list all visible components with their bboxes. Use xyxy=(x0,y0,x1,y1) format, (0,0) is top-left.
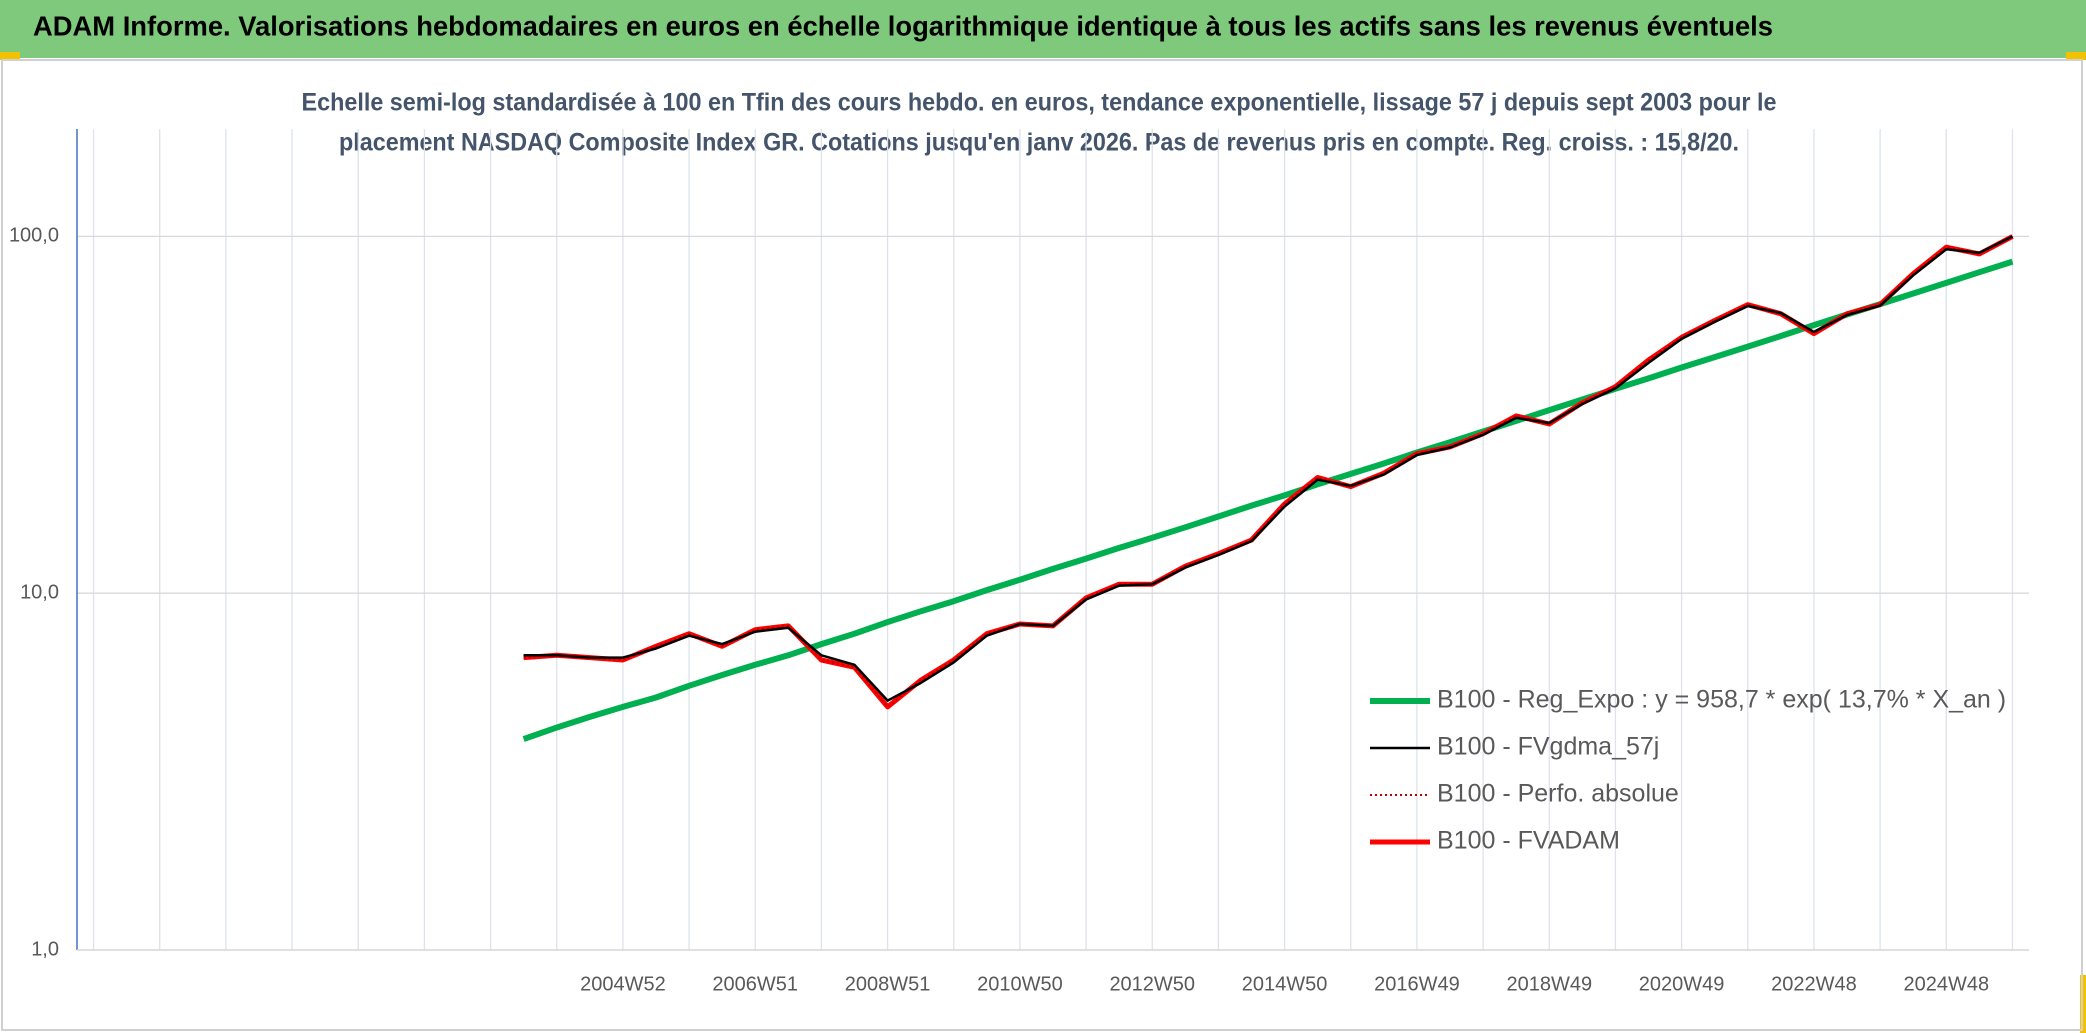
corner-mark xyxy=(0,52,20,60)
x-tick-label: 2016W49 xyxy=(1374,973,1460,995)
x-tick-label: 2018W49 xyxy=(1506,973,1592,995)
legend-label: B100 - Reg_Expo : y = 958,7 * exp( 13,7%… xyxy=(1437,686,2006,714)
series-line xyxy=(523,235,2014,702)
chart-border xyxy=(1,59,2083,1031)
x-tick-label: 2004W52 xyxy=(580,973,666,995)
x-tick-label: 2006W51 xyxy=(712,973,798,995)
y-tick-label: 10,0 xyxy=(20,581,59,603)
legend-label: B100 - FVADAM xyxy=(1437,827,1620,855)
x-tick-label: 2008W51 xyxy=(845,973,931,995)
chart-subtitle: Echelle semi-log standardisée à 100 en T… xyxy=(302,89,1777,117)
x-tick-label: 2014W50 xyxy=(1242,973,1328,995)
y-tick-label: 1,0 xyxy=(31,938,59,960)
corner-mark xyxy=(2066,52,2086,60)
x-tick-label: 2020W49 xyxy=(1639,973,1725,995)
legend-label: B100 - FVgdma_57j xyxy=(1437,733,1659,761)
y-tick-label: 100,0 xyxy=(9,225,59,247)
series-line xyxy=(522,258,2014,742)
series-line xyxy=(523,235,2013,708)
legend-label: B100 - Perfo. absolue xyxy=(1437,780,1679,808)
x-tick-label: 2024W48 xyxy=(1903,973,1989,995)
chart-subtitle: placement NASDAQ Composite Index GR. Cot… xyxy=(339,129,1739,157)
x-tick-label: 2022W48 xyxy=(1771,973,1857,995)
x-tick-label: 2010W50 xyxy=(977,973,1063,995)
x-tick-label: 2012W50 xyxy=(1109,973,1195,995)
chart-title: ADAM Informe. Valorisations hebdomadaire… xyxy=(33,10,1773,41)
header-bar xyxy=(0,0,2086,58)
